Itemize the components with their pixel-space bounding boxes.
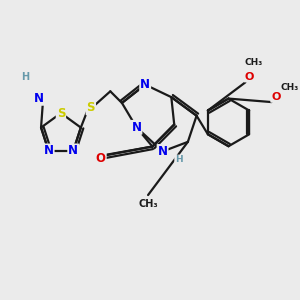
Text: N: N [140, 78, 150, 91]
Text: O: O [271, 92, 280, 102]
Text: N: N [158, 145, 168, 158]
Text: S: S [57, 106, 65, 120]
Text: CH₃: CH₃ [281, 83, 299, 92]
Text: CH₃: CH₃ [244, 58, 262, 68]
Text: S: S [87, 101, 95, 114]
Text: N: N [44, 144, 54, 158]
Text: H: H [175, 155, 182, 164]
Text: N: N [34, 92, 44, 105]
Text: O: O [244, 71, 254, 82]
Text: CH₃: CH₃ [138, 200, 158, 209]
Text: N: N [68, 144, 78, 158]
Text: O: O [96, 152, 106, 165]
Text: N: N [131, 121, 142, 134]
Text: H: H [21, 72, 29, 82]
